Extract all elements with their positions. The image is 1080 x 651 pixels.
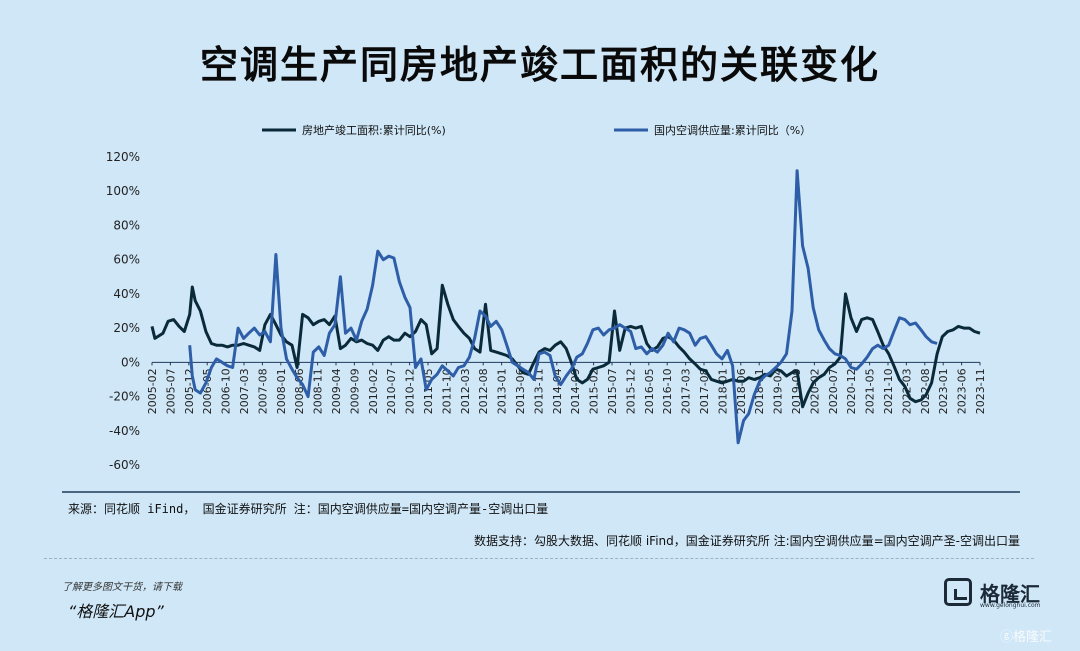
series-line-0: [150, 283, 981, 409]
series-layer: [150, 169, 981, 445]
brand-name: 格隆汇: [980, 582, 1040, 606]
x-tick-label: 2005-12: [183, 368, 196, 414]
x-tick-label: 2017-08: [698, 368, 711, 414]
y-tick-label: -60%: [109, 458, 140, 472]
y-tick-label: 0%: [121, 355, 140, 369]
x-tick-label: 2009-09: [348, 368, 361, 414]
y-tick-label: 80%: [113, 218, 140, 232]
x-tick-label: 2016-05: [643, 368, 656, 414]
y-tick-label: 120%: [106, 150, 140, 164]
legend-label-series-0: 房地产竣工面积:累计同比(%): [302, 123, 446, 137]
x-tick-label: 2007-03: [238, 368, 251, 414]
y-axis: -60% -40% -20% 0% 20% 40% 60% 80% 100% 120%: [106, 150, 140, 472]
x-tick-label: 2014-04: [551, 368, 564, 414]
x-tick-label: 2008-01: [275, 368, 288, 414]
x-tick-label: 2023-01: [937, 368, 950, 414]
x-tick-label: 2013-06: [514, 368, 527, 414]
x-tick-label: 2021-05: [864, 368, 877, 414]
x-tick-label: 2015-12: [624, 368, 637, 414]
x-tick-label: 2009-04: [330, 368, 343, 414]
promo-app-name: “格隆汇App”: [68, 602, 164, 621]
y-tick-label: 40%: [113, 287, 140, 301]
chart-legend: 房地产竣工面积:累计同比(%) 国内空调供应量:累计同比（%）: [262, 123, 811, 137]
source-note: 来源：同花顺 iFind， 国金证券研究所 注：国内空调供应量=国内空调产量-空…: [68, 502, 549, 516]
x-axis: 2005-02 2005-07 2005-12 2006-05 2006-10 2007-…: [146, 361, 987, 414]
x-tick-label: 2016-10: [661, 368, 674, 414]
x-tick-label: 2005-02: [146, 368, 159, 414]
x-tick-label: 2018-01: [716, 368, 729, 414]
x-tick-label: 2017-03: [680, 368, 693, 414]
x-tick-label: 2023-06: [956, 368, 969, 414]
x-tick-label: 2008-11: [312, 368, 325, 414]
x-tick-label: 2005-07: [164, 368, 177, 414]
x-tick-label: 2020-07: [827, 368, 840, 414]
x-tick-label: 2022-08: [919, 368, 932, 414]
x-tick-label: 2015-07: [606, 368, 619, 414]
data-support-note: 数据支持：勾股大数据、同花顺 iFind，国金证券研究所 注:国内空调供应量=国…: [474, 534, 1020, 548]
page-title: 空调生产同房地产竣工面积的关联变化: [199, 43, 880, 87]
x-tick-label: 2021-10: [882, 368, 895, 414]
divider: [44, 558, 1034, 559]
y-tick-label: 60%: [113, 253, 140, 267]
x-tick-label: 2012-03: [459, 368, 472, 414]
y-tick-label: -20%: [109, 390, 140, 404]
y-tick-label: 20%: [113, 321, 140, 335]
x-tick-label: 2023-11: [974, 368, 987, 414]
x-tick-label: 2011-10: [440, 368, 453, 414]
x-tick-label: 2008-06: [293, 368, 306, 414]
promo-text: 了解更多图文干货，请下载: [62, 582, 182, 593]
x-tick-label: 2013-11: [532, 368, 545, 414]
legend-label-series-1: 国内空调供应量:累计同比（%）: [654, 123, 811, 137]
brand-url: www.gelonghui.com: [980, 602, 1041, 609]
line-chart: 房地产竣工面积:累计同比(%) 国内空调供应量:累计同比（%） -60% -40%…: [62, 123, 1020, 493]
y-tick-label: 100%: [106, 184, 140, 198]
x-tick-label: 2006-10: [220, 368, 233, 414]
series-line-1: [188, 169, 938, 445]
x-tick-label: 2012-08: [477, 368, 490, 414]
x-tick-label: 2010-02: [367, 368, 380, 414]
y-tick-label: -40%: [109, 424, 140, 438]
x-tick-label: 2010-12: [404, 368, 417, 414]
x-tick-label: 2015-02: [588, 368, 601, 414]
watermark: ⓖ格隆汇: [1000, 630, 1053, 645]
x-tick-label: 2013-01: [496, 368, 509, 414]
brand-logo-icon: [944, 578, 972, 606]
x-tick-label: 2007-08: [256, 368, 269, 414]
x-tick-label: 2019-04: [772, 368, 785, 414]
x-tick-label: 2010-07: [385, 368, 398, 414]
x-tick-label: 2020-12: [845, 368, 858, 414]
x-tick-label: 2006-05: [201, 368, 214, 414]
